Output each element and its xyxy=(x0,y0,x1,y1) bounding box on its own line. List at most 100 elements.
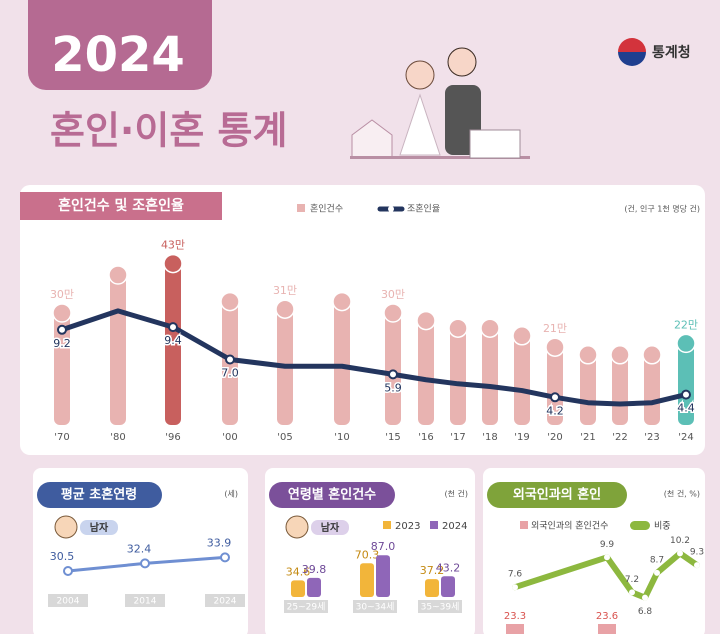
data-label: 9.4 xyxy=(164,334,182,347)
bar-heart xyxy=(545,337,565,357)
data-label: 32.4 xyxy=(127,542,152,555)
x-tick-label: '10 xyxy=(334,432,349,443)
legend-swatch xyxy=(388,206,394,212)
x-tick-label: '00 xyxy=(222,432,237,443)
bar xyxy=(110,273,126,425)
chart-title: 외국인과의 혼인 xyxy=(513,487,601,503)
point xyxy=(57,324,67,335)
data-label: 33.9 xyxy=(207,536,232,549)
bar xyxy=(334,299,350,425)
bar xyxy=(376,555,390,597)
data-label: 23.3 xyxy=(504,611,526,622)
data-label: 9.3 xyxy=(690,548,704,558)
unit-note: (천 건) xyxy=(444,489,468,499)
title-tab xyxy=(37,482,162,508)
title-tab xyxy=(269,482,395,508)
legend-label: 남자 xyxy=(321,521,340,534)
bar-heart xyxy=(610,345,630,365)
legend-label: 2023 xyxy=(395,521,420,532)
title-tab xyxy=(20,192,222,220)
bar xyxy=(291,580,305,597)
bar xyxy=(360,563,374,597)
legend-swatch xyxy=(630,521,650,530)
data-label: 34.6 xyxy=(286,565,311,578)
bar-heart xyxy=(108,265,128,285)
x-label-box xyxy=(284,600,328,613)
data-label: 10.2 xyxy=(670,536,690,546)
point xyxy=(604,554,610,561)
panel xyxy=(33,468,248,634)
point xyxy=(140,558,150,569)
x-tick-label: '16 xyxy=(418,432,433,443)
point xyxy=(681,389,691,400)
x-tick-label: '20 xyxy=(547,432,562,443)
point xyxy=(225,354,235,365)
legend-pill xyxy=(80,520,118,535)
bar-heart xyxy=(383,303,403,323)
legend-label: 비중 xyxy=(654,521,671,532)
data-label: 6.8 xyxy=(638,607,653,617)
x-tick-label: '96 xyxy=(165,432,180,443)
x-tick-label: '23 xyxy=(644,432,659,443)
x-tick-label: '05 xyxy=(277,432,292,443)
unit-note: (천 건, %) xyxy=(664,489,700,499)
bar-heart xyxy=(332,291,352,312)
bar-heart xyxy=(416,310,436,331)
data-label: 8.7 xyxy=(650,555,664,565)
data-label: 39.8 xyxy=(302,563,327,576)
bar xyxy=(580,352,596,425)
point xyxy=(512,584,518,591)
x-label-box xyxy=(418,600,462,613)
data-label: 9.9 xyxy=(600,540,615,550)
bar-heart xyxy=(480,318,500,338)
data-label: 4.2 xyxy=(546,404,564,417)
data-label: 21만 xyxy=(543,322,567,335)
x-tick-label: 2024 xyxy=(214,597,237,607)
bar xyxy=(514,333,530,425)
data-label: 9.2 xyxy=(53,337,71,350)
legend-swatch xyxy=(297,204,305,212)
bar xyxy=(547,345,563,425)
x-tick-label: '21 xyxy=(580,432,595,443)
page-title: 혼인·이혼 통계 xyxy=(50,109,287,153)
bar xyxy=(307,577,321,597)
year-tab xyxy=(28,0,212,90)
year: 2024 xyxy=(51,27,185,83)
data-label: 30.5 xyxy=(50,550,75,563)
bar-heart xyxy=(676,333,696,354)
x-tick-label: 25~29세 xyxy=(287,602,326,613)
legend-label: 조혼인율 xyxy=(407,203,440,215)
point xyxy=(550,392,560,403)
data-label: 4.4 xyxy=(677,402,695,415)
legend-swatch xyxy=(430,521,438,529)
point xyxy=(642,594,648,601)
chart-title: 평균 초혼연령 xyxy=(61,487,137,503)
x-label-box xyxy=(205,594,245,607)
legend-swatch xyxy=(383,521,391,529)
x-tick-label: 30~34세 xyxy=(356,602,395,613)
data-label: 87.0 xyxy=(371,540,396,553)
main-panel xyxy=(20,185,705,455)
x-tick-label: '70 xyxy=(54,432,69,443)
bar-heart xyxy=(220,291,240,312)
bar-heart xyxy=(52,303,72,323)
bar-heart xyxy=(163,253,183,274)
data-label: 43만 xyxy=(161,239,185,252)
data-label: 31만 xyxy=(273,284,297,297)
bar xyxy=(598,624,616,634)
x-tick-label: '15 xyxy=(385,432,400,443)
x-tick-label: '24 xyxy=(678,432,693,443)
x-tick-label: 2014 xyxy=(134,597,157,607)
data-label: 23.6 xyxy=(596,611,618,622)
chart-title: 연령별 혼인건수 xyxy=(288,487,376,503)
x-tick-label: '80 xyxy=(110,432,125,443)
bar xyxy=(644,352,660,425)
x-label-box xyxy=(353,600,397,613)
unit-note: (건, 인구 1천 명당 건) xyxy=(624,204,700,214)
point xyxy=(63,566,73,576)
illustration xyxy=(350,47,530,159)
point xyxy=(677,550,683,557)
bar xyxy=(418,318,434,425)
bar xyxy=(54,311,70,425)
